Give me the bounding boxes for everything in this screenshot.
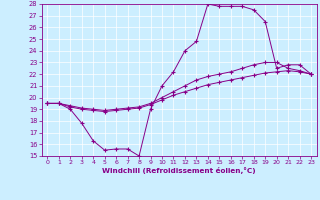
X-axis label: Windchill (Refroidissement éolien,°C): Windchill (Refroidissement éolien,°C) [102,167,256,174]
